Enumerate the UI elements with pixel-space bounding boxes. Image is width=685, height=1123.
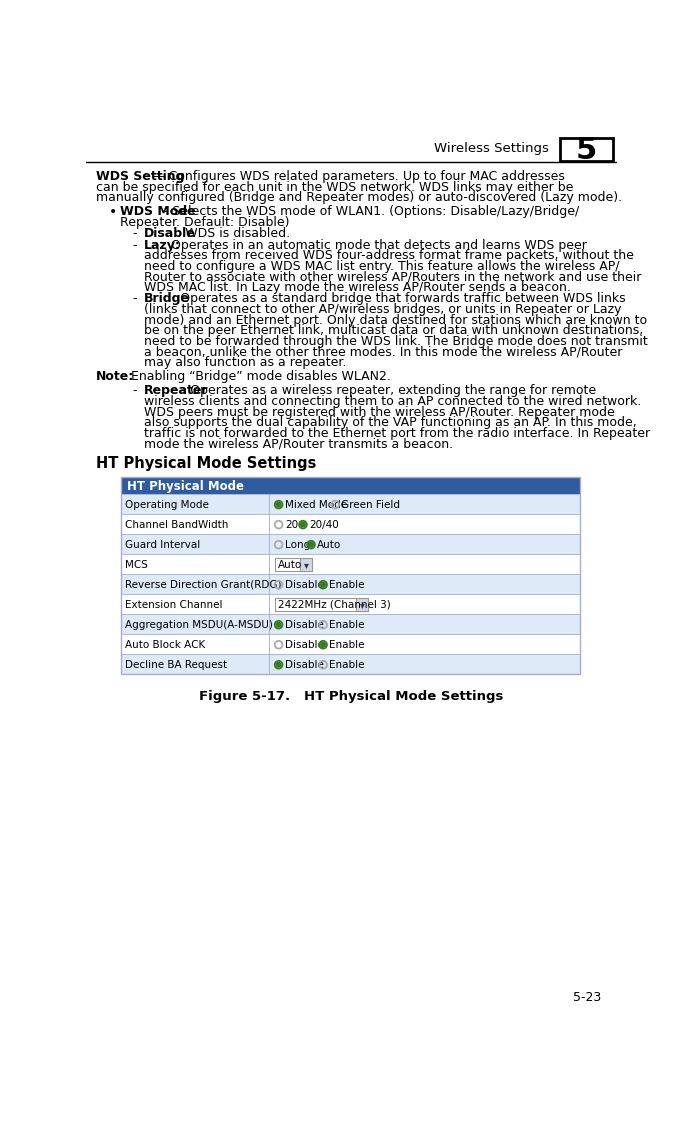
Text: manually configured (Bridge and Repeater modes) or auto-discovered (Lazy mode).: manually configured (Bridge and Repeater…	[96, 191, 622, 204]
Bar	[121, 574, 580, 594]
Text: mode) and an Ethernet port. Only data destined for stations which are known to: mode) and an Ethernet port. Only data de…	[144, 313, 647, 327]
Bar	[275, 558, 312, 572]
Text: Bridge: Bridge	[144, 292, 190, 305]
Text: Aggregation MSDU(A-MSDU): Aggregation MSDU(A-MSDU)	[125, 620, 273, 630]
Text: wireless clients and connecting them to an AP connected to the wired network.: wireless clients and connecting them to …	[144, 395, 641, 408]
Text: Channel BandWidth: Channel BandWidth	[125, 520, 229, 530]
Bar	[275, 599, 368, 611]
Text: WDS peers must be registered with the wireless AP/Router. Repeater mode: WDS peers must be registered with the wi…	[144, 405, 614, 419]
Bar	[121, 614, 580, 634]
Bar	[121, 535, 580, 555]
Text: Enabling “Bridge” mode disables WLAN2.: Enabling “Bridge” mode disables WLAN2.	[119, 369, 391, 383]
Text: Reverse Direction Grant(RDG): Reverse Direction Grant(RDG)	[125, 579, 282, 590]
Text: Enable: Enable	[329, 620, 365, 630]
Text: can be specified for each unit in the WDS network. WDS links may either be: can be specified for each unit in the WD…	[96, 181, 573, 194]
Text: Mixed Mode: Mixed Mode	[285, 500, 347, 510]
Text: Operating Mode: Operating Mode	[125, 500, 209, 510]
Text: Disable: Disable	[285, 620, 324, 630]
Bar	[560, 138, 612, 161]
Text: WDS MAC list. In Lazy mode the wireless AP/Router sends a beacon.: WDS MAC list. In Lazy mode the wireless …	[144, 281, 571, 294]
Text: 2422MHz (Channel 3): 2422MHz (Channel 3)	[278, 600, 390, 610]
Text: Disable: Disable	[144, 227, 195, 240]
Bar	[121, 494, 580, 514]
Text: Lazy:: Lazy:	[144, 238, 181, 252]
Text: WDS Setting: WDS Setting	[96, 171, 184, 183]
Text: be on the peer Ethernet link, multicast data or data with unknown destinations,: be on the peer Ethernet link, multicast …	[144, 325, 643, 337]
Text: -: -	[132, 292, 136, 305]
Text: also supports the dual capability of the VAP functioning as an AP. In this mode,: also supports the dual capability of the…	[144, 417, 636, 429]
Text: : WDS is disabled.: : WDS is disabled.	[177, 227, 290, 240]
Text: Guard Interval: Guard Interval	[125, 540, 201, 549]
Circle shape	[276, 502, 281, 506]
Text: : Operates as a wireless repeater, extending the range for remote: : Operates as a wireless repeater, exten…	[182, 384, 596, 398]
Bar	[121, 594, 580, 614]
Text: Note:: Note:	[96, 369, 134, 383]
Circle shape	[321, 583, 325, 587]
Text: Extension Channel: Extension Channel	[125, 600, 223, 610]
Text: •: •	[109, 206, 117, 219]
Text: Router to associate with other wireless AP/Routers in the network and use their: Router to associate with other wireless …	[144, 271, 641, 283]
Bar	[300, 558, 312, 572]
Text: – Selects the WDS mode of WLAN1. (Options: Disable/Lazy/Bridge/: – Selects the WDS mode of WLAN1. (Option…	[158, 206, 579, 218]
Text: -: -	[132, 238, 136, 252]
Text: need to configure a WDS MAC list entry. This feature allows the wireless AP/: need to configure a WDS MAC list entry. …	[144, 259, 619, 273]
Text: HT Physical Mode Settings: HT Physical Mode Settings	[96, 456, 316, 471]
Text: Auto: Auto	[317, 540, 341, 549]
Text: need to be forwarded through the WDS link. The Bridge mode does not transmit: need to be forwarded through the WDS lin…	[144, 335, 647, 348]
Text: 5-23: 5-23	[573, 990, 601, 1004]
Circle shape	[309, 542, 313, 547]
Text: MCS: MCS	[125, 559, 148, 569]
Text: -: -	[132, 384, 136, 398]
Bar	[356, 599, 368, 611]
Circle shape	[276, 663, 281, 667]
Text: Long: Long	[285, 540, 310, 549]
Circle shape	[301, 522, 306, 527]
Text: Wireless Settings: Wireless Settings	[434, 143, 549, 155]
Text: mode the wireless AP/Router transmits a beacon.: mode the wireless AP/Router transmits a …	[144, 438, 453, 450]
Text: (links that connect to other AP/wireless bridges, or units in Repeater or Lazy: (links that connect to other AP/wireless…	[144, 303, 621, 316]
Text: Repeater: Repeater	[144, 384, 208, 398]
Text: Figure 5-17.   HT Physical Mode Settings: Figure 5-17. HT Physical Mode Settings	[199, 690, 503, 703]
Text: Disable: Disable	[285, 659, 324, 669]
Text: Auto Block ACK: Auto Block ACK	[125, 640, 206, 650]
Text: Disable: Disable	[285, 640, 324, 650]
Bar	[121, 634, 580, 655]
Text: Auto: Auto	[278, 559, 302, 569]
Text: Enable: Enable	[329, 579, 365, 590]
Text: 20: 20	[285, 520, 298, 530]
Bar	[121, 477, 580, 494]
Circle shape	[276, 622, 281, 627]
Text: Repeater. Default: Disable): Repeater. Default: Disable)	[120, 216, 289, 229]
Text: Disable: Disable	[285, 579, 324, 590]
Text: ▾: ▾	[303, 559, 308, 569]
Text: : Operates as a standard bridge that forwards traffic between WDS links: : Operates as a standard bridge that for…	[172, 292, 625, 305]
Text: may also function as a repeater.: may also function as a repeater.	[144, 356, 346, 369]
Text: HT Physical Mode: HT Physical Mode	[127, 480, 244, 493]
Circle shape	[321, 642, 325, 647]
Text: Operates in an automatic mode that detects and learns WDS peer: Operates in an automatic mode that detec…	[167, 238, 587, 252]
Text: ▾: ▾	[360, 600, 364, 610]
Text: a beacon, unlike the other three modes. In this mode the wireless AP/Router: a beacon, unlike the other three modes. …	[144, 346, 622, 358]
Text: Decline BA Request: Decline BA Request	[125, 659, 227, 669]
Text: — Configures WDS related parameters. Up to four MAC addresses: — Configures WDS related parameters. Up …	[148, 171, 564, 183]
Bar	[121, 477, 580, 675]
Text: -: -	[132, 227, 136, 240]
Bar	[121, 514, 580, 535]
Bar	[121, 655, 580, 675]
Text: traffic is not forwarded to the Ethernet port from the radio interface. In Repea: traffic is not forwarded to the Ethernet…	[144, 427, 650, 440]
Text: Enable: Enable	[329, 659, 365, 669]
Text: 20/40: 20/40	[309, 520, 339, 530]
Text: WDS Mode: WDS Mode	[120, 206, 195, 218]
Text: 5: 5	[575, 136, 597, 165]
Text: Green Field: Green Field	[341, 500, 400, 510]
Text: Enable: Enable	[329, 640, 365, 650]
Text: addresses from received WDS four-address format frame packets, without the: addresses from received WDS four-address…	[144, 249, 634, 262]
Bar	[121, 555, 580, 574]
